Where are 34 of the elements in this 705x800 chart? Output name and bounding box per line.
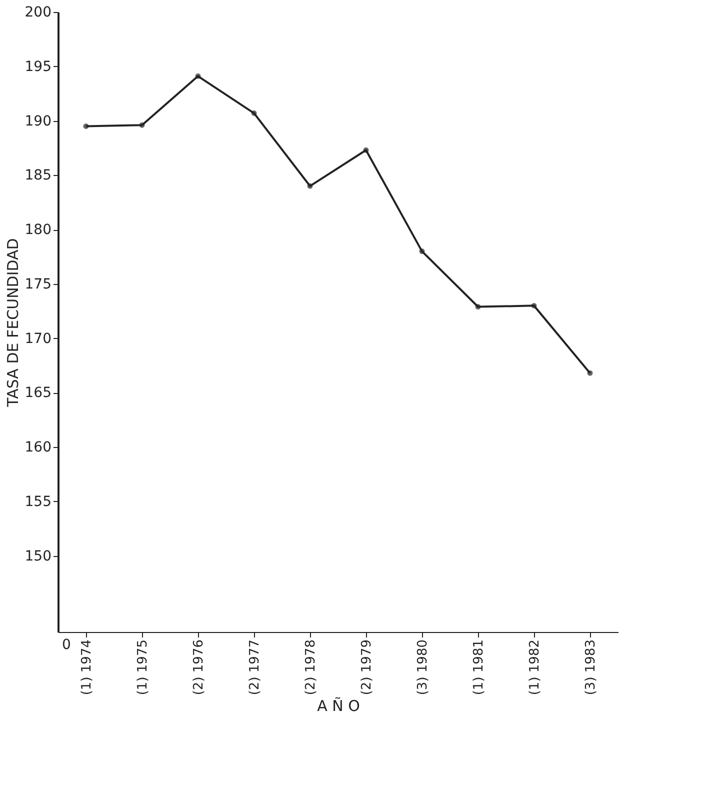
y-tick-label: 165 [24,385,52,402]
point [139,122,145,128]
x-tick-label: (1) 1975 [136,640,150,696]
y-tick-label: 195 [24,58,52,75]
x-tick-label: (2) 1978 [304,640,318,696]
point [475,304,481,310]
point [83,123,89,129]
x-tick-label: (3) 1980 [416,640,430,696]
point [587,370,593,376]
text: 0 [62,637,71,653]
x-tick-label: (3) 1983 [584,640,598,696]
point [363,147,369,153]
y-tick-label: 175 [24,276,52,292]
y-tick-label: 155 [24,494,52,510]
x-tick-label: (2) 1979 [360,640,374,696]
y-tick-label: 150 [24,548,52,564]
x-tick-label: (1) 1981 [472,640,486,696]
x-tick-label: (2) 1977 [248,640,262,696]
y-tick-label: 200 [24,4,52,20]
x-tick-label: (1) 1974 [80,640,94,696]
x-tick-label: (2) 1976 [192,640,206,696]
point [195,73,201,79]
point [419,248,425,254]
x-axis-title: A Ñ O [317,697,360,716]
y-tick-label: 185 [24,168,52,184]
x-tick-label: (1) 1982 [528,640,542,696]
y-tick-label: 170 [24,330,52,347]
y-axis-title: TASA DE FECUNDIDAD [4,238,22,408]
y-tick-label: 160 [24,440,52,456]
y-tick-label: 190 [24,113,52,130]
point [307,183,313,189]
point [251,110,257,116]
y-tick-label: 180 [24,222,52,238]
point [531,302,537,308]
